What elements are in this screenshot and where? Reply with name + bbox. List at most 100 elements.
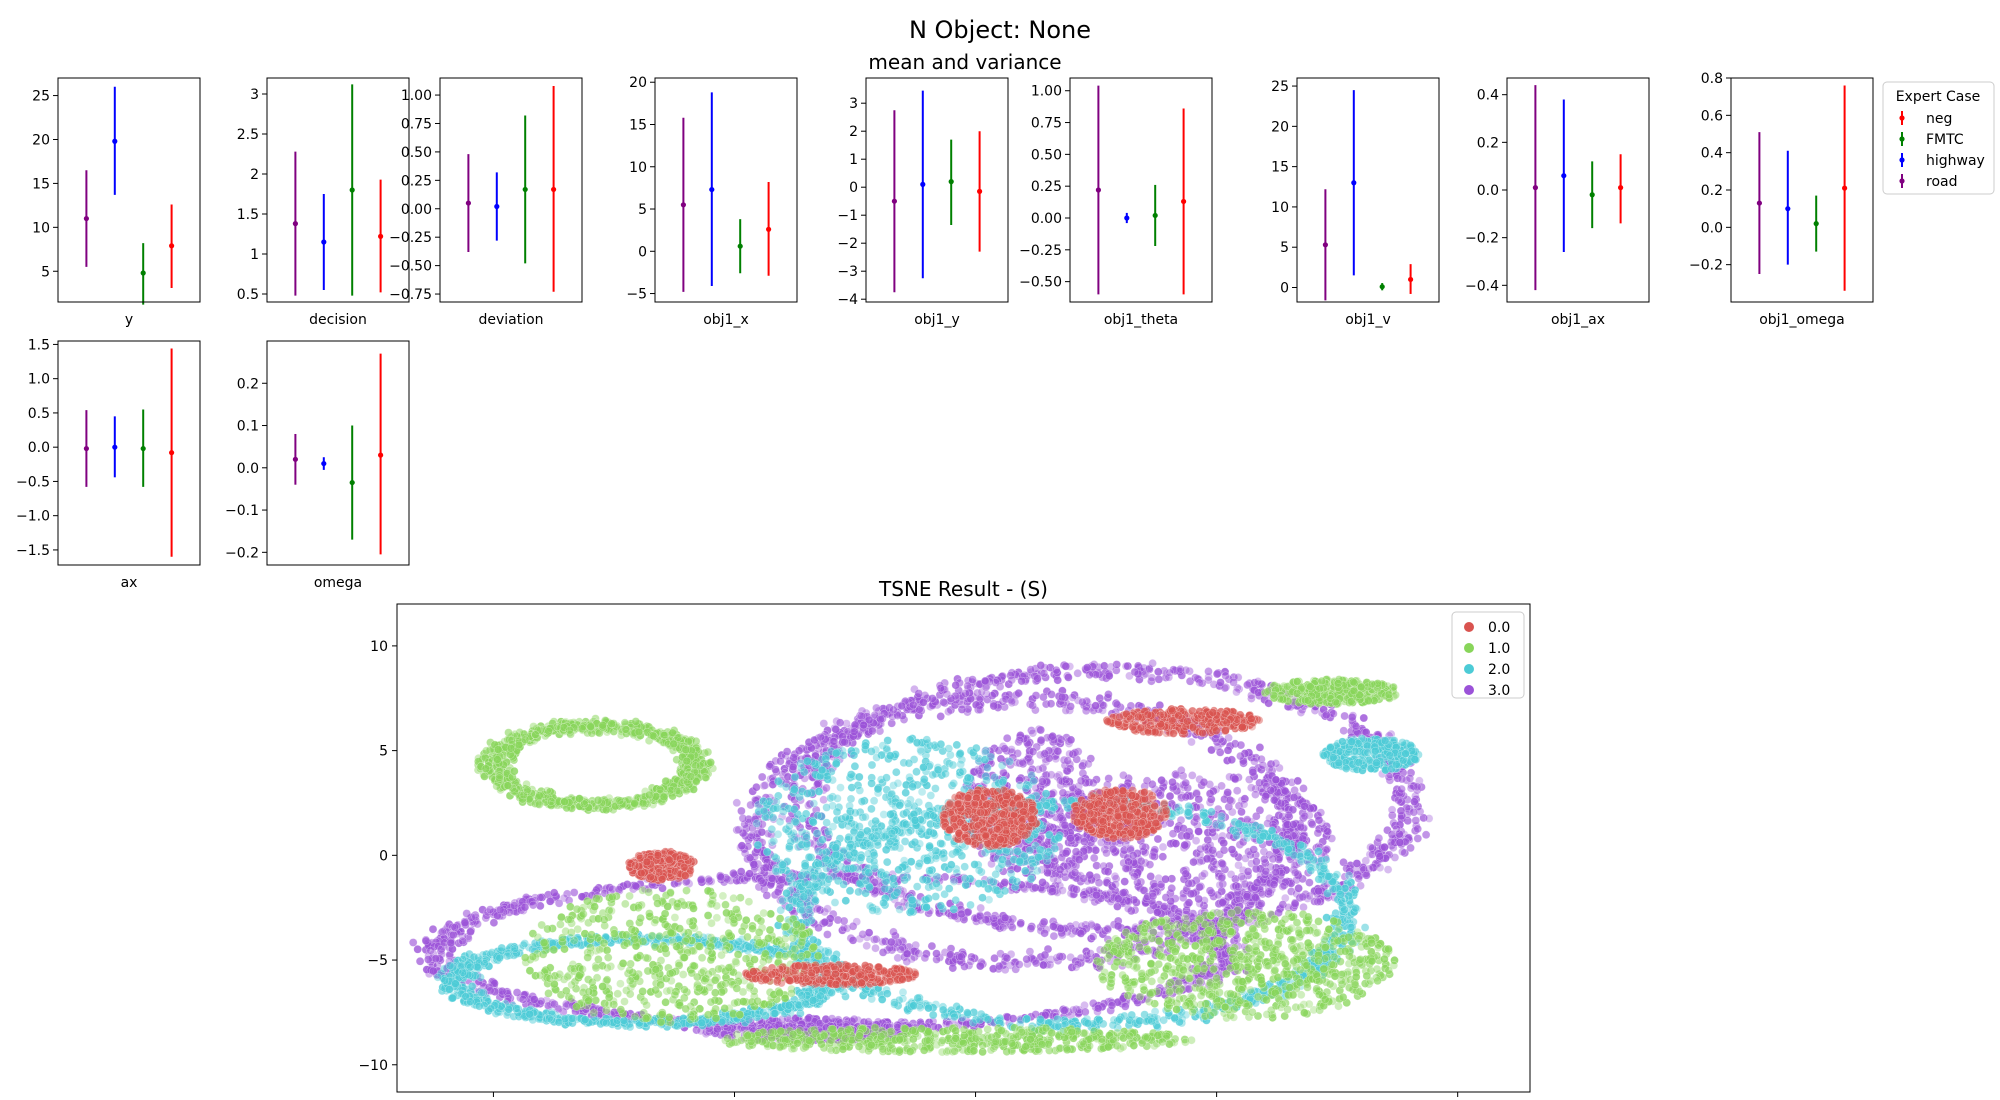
tsne-point bbox=[851, 808, 860, 817]
tsne-point bbox=[1084, 759, 1093, 769]
y-tick-label: 0 bbox=[849, 180, 858, 196]
y-tick-label: −3 bbox=[837, 264, 858, 280]
tsne-point bbox=[1261, 867, 1271, 876]
tsne-point bbox=[827, 1014, 837, 1023]
tsne-point bbox=[1161, 893, 1171, 902]
tsne-point bbox=[1397, 774, 1407, 784]
tsne-point bbox=[850, 762, 860, 771]
tsne-point bbox=[1158, 842, 1168, 852]
tsne-point bbox=[1257, 899, 1266, 908]
tsne-point bbox=[999, 768, 1008, 777]
tsne-point bbox=[1252, 878, 1262, 887]
tsne-point bbox=[980, 676, 990, 686]
tsne-point bbox=[1181, 778, 1190, 788]
tsne-point bbox=[903, 799, 913, 808]
tsne-point bbox=[1136, 857, 1146, 866]
tsne-point bbox=[923, 856, 932, 865]
tsne-point bbox=[1146, 872, 1155, 881]
tsne-point bbox=[1130, 872, 1139, 881]
tsne-point bbox=[1187, 737, 1196, 747]
mean-point-FMTC bbox=[1152, 212, 1158, 219]
tsne-point bbox=[1362, 871, 1371, 880]
errorbar-subplots: 510152025y0.511.522.53decision−0.75−0.50… bbox=[16, 71, 1874, 591]
tsne-point bbox=[1039, 960, 1048, 970]
y-tick-label: 1.5 bbox=[28, 337, 50, 353]
tsne-point bbox=[963, 773, 973, 783]
tsne-point bbox=[1061, 662, 1071, 671]
tsne-point bbox=[1236, 751, 1245, 761]
mean-point-FMTC bbox=[140, 445, 146, 452]
tsne-point bbox=[963, 907, 973, 917]
tsne-point bbox=[1038, 878, 1047, 887]
tsne-point bbox=[1048, 887, 1057, 896]
tsne-point bbox=[974, 766, 983, 776]
tsne-point bbox=[989, 701, 998, 711]
tsne-point bbox=[1110, 872, 1120, 881]
mean-point-neg bbox=[1618, 185, 1624, 191]
tsne-point bbox=[1057, 735, 1066, 744]
y-tick-label: 1 bbox=[849, 152, 858, 168]
tsne-point bbox=[777, 875, 786, 884]
tsne-point bbox=[995, 962, 1004, 971]
tsne-point bbox=[998, 777, 1007, 787]
axes-frame bbox=[1069, 77, 1213, 303]
tsne-point bbox=[947, 860, 956, 869]
tsne-point bbox=[924, 894, 933, 903]
y-tick-label: 0.00 bbox=[401, 202, 432, 218]
tsne-point bbox=[1299, 903, 1308, 912]
tsne-point bbox=[769, 836, 778, 846]
tsne-point bbox=[991, 870, 1000, 879]
tsne-point bbox=[1087, 920, 1096, 929]
tsne-point bbox=[761, 863, 771, 872]
tsne-point bbox=[473, 919, 482, 929]
tsne-point bbox=[759, 796, 768, 806]
mean-point-FMTC bbox=[737, 243, 743, 249]
tsne-point bbox=[942, 689, 952, 699]
tsne-point bbox=[1015, 735, 1024, 745]
tsne-point bbox=[458, 936, 467, 946]
tsne-point bbox=[1313, 897, 1322, 906]
tsne-point bbox=[990, 954, 999, 963]
y-tick-label: 0.2 bbox=[1477, 135, 1499, 151]
tsne-point bbox=[782, 747, 792, 756]
mean-point-neg bbox=[551, 186, 557, 193]
mean-point-FMTC bbox=[522, 186, 528, 193]
mean-point-road bbox=[83, 215, 89, 222]
tsne-point bbox=[1237, 872, 1246, 881]
tsne-point bbox=[749, 860, 759, 869]
tsne-point bbox=[1390, 853, 1400, 862]
tsne-point bbox=[936, 901, 945, 910]
tsne-point bbox=[1034, 765, 1043, 774]
tsne-point bbox=[1154, 675, 1164, 684]
tsne-point bbox=[1252, 857, 1261, 866]
tsne-point bbox=[922, 903, 931, 912]
tsne-point bbox=[1080, 837, 1089, 846]
tsne-point bbox=[857, 711, 866, 721]
tsne-point bbox=[893, 779, 903, 788]
tsne-point bbox=[745, 869, 754, 878]
y-tick-label: −1.0 bbox=[16, 509, 50, 525]
tsne-point bbox=[1022, 955, 1031, 964]
tsne-point bbox=[1181, 666, 1191, 675]
tsne-point bbox=[570, 888, 579, 897]
tsne-point bbox=[1253, 677, 1263, 686]
tsne-point bbox=[697, 875, 706, 885]
tsne-point bbox=[1339, 726, 1348, 735]
y-tick-label: −0.2 bbox=[1465, 231, 1499, 247]
tsne-point bbox=[1085, 670, 1094, 679]
tsne-point bbox=[1089, 853, 1099, 863]
tsne-point bbox=[1252, 812, 1261, 821]
tsne-point bbox=[980, 848, 990, 857]
tsne-point bbox=[1104, 690, 1113, 699]
tsne-point bbox=[1107, 1001, 1117, 1010]
tsne-point bbox=[1073, 669, 1082, 678]
tsne-point bbox=[1234, 882, 1243, 891]
tsne-point bbox=[1327, 834, 1337, 843]
tsne-point bbox=[1038, 777, 1047, 786]
tsne-point bbox=[1041, 789, 1051, 798]
tsne-point bbox=[833, 794, 842, 803]
tsne-point bbox=[1079, 874, 1088, 883]
tsne-point bbox=[850, 727, 859, 736]
